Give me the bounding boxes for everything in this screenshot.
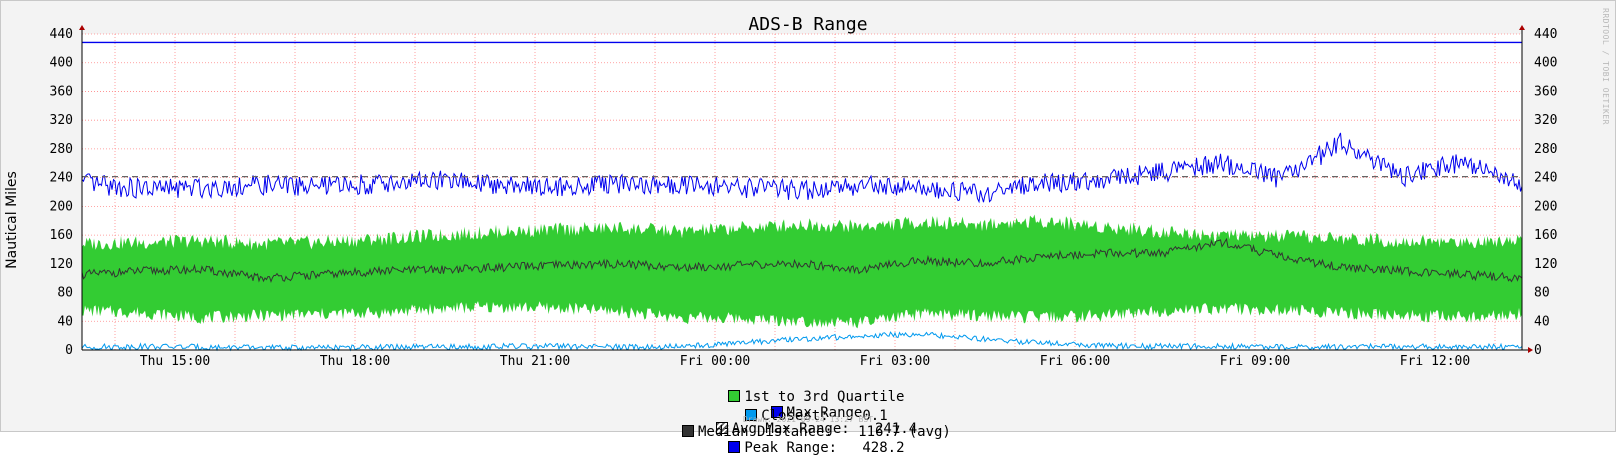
legend-label-median: Median Distance: xyxy=(697,424,833,440)
x-tick-label: Fri 12:00 xyxy=(1400,354,1470,369)
legend-value-closest: 0.1 xyxy=(862,408,888,424)
legend-swatch-median xyxy=(681,425,694,437)
series-quartile-band xyxy=(82,214,1522,329)
legend-value-median: 116.7 (avg) xyxy=(858,424,951,440)
x-tick-label: Fri 00:00 xyxy=(680,354,750,369)
chart-canvas: 0 0 40 40 80 80 120 120 160 160 200 200 240 240 280 280… xyxy=(50,25,1558,369)
rrdtool-watermark: RRDTOOL / TOBI OETIKER xyxy=(1601,8,1610,125)
x-tick-label: Thu 21:00 xyxy=(500,354,570,369)
axes-layer xyxy=(79,25,1533,353)
y-axis-arrow-left xyxy=(79,25,85,30)
series-lines-layer xyxy=(81,41,1523,352)
y-axis-arrow-right xyxy=(1519,25,1525,30)
y-tick-label-left: 440 xyxy=(50,27,73,42)
series-median-line xyxy=(81,237,1523,284)
x-tick-label: Fri 09:00 xyxy=(1220,354,1290,369)
y-tick-label-right: 120 xyxy=(1534,257,1557,272)
y-tick-label-left: 360 xyxy=(50,84,73,99)
y-tick-label-left: 120 xyxy=(50,257,73,272)
y-tick-label-right: 80 xyxy=(1534,286,1550,301)
y-tick-label-left: 40 xyxy=(57,314,73,329)
legend-label-peak: Peak Range: xyxy=(744,440,838,456)
x-axis-arrow xyxy=(1528,347,1533,353)
legend-item-closest: Closest: 0.1 xyxy=(745,408,888,424)
y-tick-label-right: 40 xyxy=(1534,314,1550,329)
tick-labels-layer: 0 0 40 40 80 80 120 120 160 160 200 200 240 240 280 280… xyxy=(50,27,1558,369)
y-tick-label-right: 0 xyxy=(1534,343,1542,358)
legend-label-closest: Closest: xyxy=(761,408,829,424)
x-tick-label: Thu 18:00 xyxy=(320,354,390,369)
y-tick-label-left: 240 xyxy=(50,171,73,186)
y-tick-label-left: 320 xyxy=(50,113,73,128)
legend-item-quartile: 1st to 3rd Quartile xyxy=(728,389,905,405)
x-tick-label: Thu 15:00 xyxy=(140,354,210,369)
legend-item-max-range: Max Range xyxy=(770,405,863,421)
legend-label-quartile: 1st to 3rd Quartile xyxy=(744,389,905,405)
y-tick-label-left: 160 xyxy=(50,228,73,243)
series-max-range-line xyxy=(81,132,1523,204)
legend-swatch-closest xyxy=(745,409,758,421)
y-tick-label-left: 0 xyxy=(65,343,73,358)
y-tick-label-left: 200 xyxy=(50,199,73,214)
legend-item-median: Median Distance: 116.7 (avg) xyxy=(681,424,951,440)
y-axis-label: Nautical Miles xyxy=(4,171,20,269)
y-tick-label-right: 280 xyxy=(1534,142,1557,157)
legend-value-peak: 428.2 xyxy=(862,440,905,456)
legend-swatch-max-range xyxy=(770,406,783,418)
legend-item-peak: Peak Range: 428.2 xyxy=(728,440,905,456)
legend-row-1: 1st to 3rd Quartile Max Range Avg Max Ra… xyxy=(0,373,1616,437)
y-tick-label-right: 400 xyxy=(1534,56,1557,71)
x-tick-label: Fri 06:00 xyxy=(1040,354,1110,369)
legend-row-2: Closest: 0.1 Median Distance: 116.7 (avg… xyxy=(0,392,1616,456)
y-tick-label-left: 280 xyxy=(50,142,73,157)
chart-title: ADS-B Range xyxy=(748,14,868,35)
y-tick-label-right: 160 xyxy=(1534,228,1557,243)
quartile-band-layer xyxy=(82,214,1522,329)
y-tick-label-right: 200 xyxy=(1534,199,1557,214)
y-tick-label-left: 80 xyxy=(57,286,73,301)
y-tick-label-right: 360 xyxy=(1534,84,1557,99)
x-tick-label: Fri 03:00 xyxy=(860,354,930,369)
legend-swatch-peak xyxy=(728,441,741,453)
legend-swatch-quartile xyxy=(728,390,741,402)
y-tick-label-right: 320 xyxy=(1534,113,1557,128)
y-tick-label-right: 440 xyxy=(1534,27,1557,42)
drawn-timestamp: Drawn: 2021-09-24 13:27 BST xyxy=(742,415,874,424)
y-tick-label-left: 400 xyxy=(50,56,73,71)
legend-label-max-range: Max Range xyxy=(786,405,863,421)
y-tick-label-right: 240 xyxy=(1534,171,1557,186)
series-closest-line xyxy=(81,331,1523,352)
